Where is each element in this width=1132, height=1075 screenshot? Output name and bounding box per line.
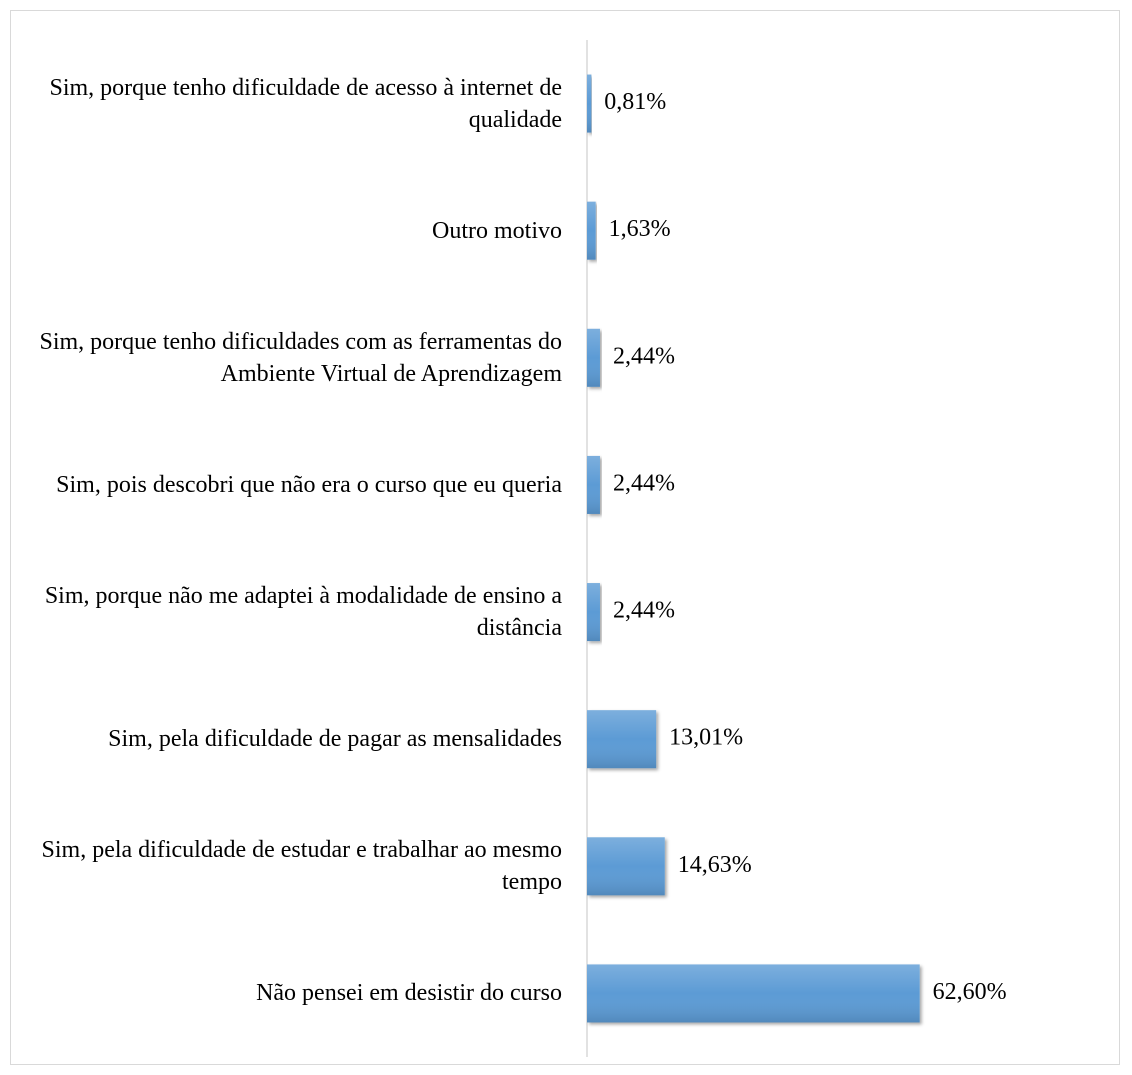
value-label: 14,63% [678,852,752,878]
bar-shine [587,710,657,769]
category-label: Sim, pela dificuldade de estudar e traba… [41,837,562,896]
bar-shine [587,837,665,896]
bar-shine [587,455,600,514]
bar-shine [587,964,920,1023]
bar-shine [587,74,592,133]
category-label: Sim, pela dificuldade de pagar as mensal… [108,726,562,753]
category-label: Sim, porque tenho dificuldade de acesso … [49,74,563,133]
category-label: Sim, pois descobri que não era o curso q… [56,471,562,498]
value-label: 13,01% [669,725,743,751]
category-label: Sim, porque tenho dificuldades com as fe… [39,328,562,387]
bar-shine [587,328,600,387]
value-label: 62,60% [933,979,1007,1005]
category-label: Outro motivo [432,217,562,244]
value-label: 0,81% [604,89,666,115]
category-label: Sim, porque não me adaptei à modalidade … [44,583,562,642]
value-label: 2,44% [613,598,675,624]
value-label: 1,63% [609,216,671,242]
category-label: Não pensei em desistir do curso [256,980,562,1007]
value-label: 2,44% [613,343,675,369]
bar-shine [587,201,596,260]
chart-frame [10,10,1120,1065]
value-label: 2,44% [613,470,675,496]
bar-shine [587,583,600,642]
